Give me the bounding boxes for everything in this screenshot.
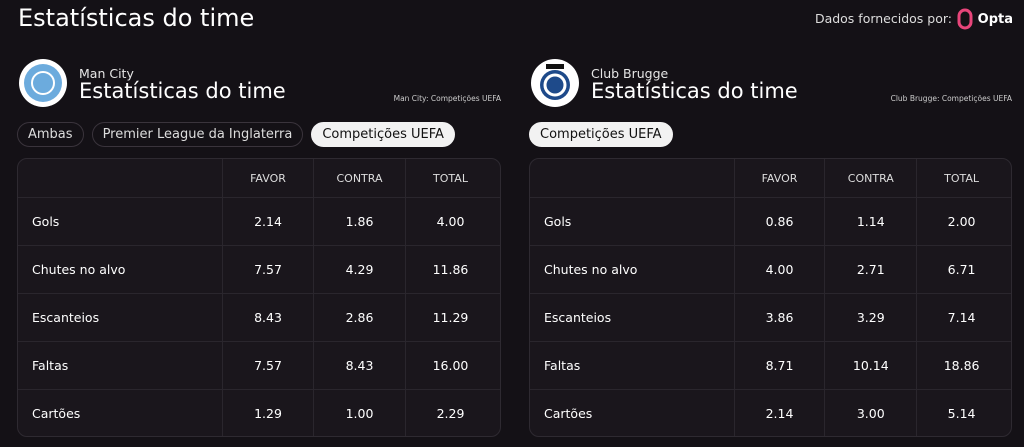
column-header: FAVOR <box>222 159 313 197</box>
provider-logo: Opta <box>956 8 1013 30</box>
column-header: TOTAL <box>916 159 1006 197</box>
provider-label: Dados fornecidos por: <box>814 11 952 26</box>
filter-pill[interactable]: Competições UEFA <box>311 122 455 147</box>
stat-value: 2.29 <box>405 390 495 436</box>
page-title: Estatísticas do time <box>18 4 255 32</box>
stat-value: 2.00 <box>916 198 1006 245</box>
table-row: Cartões 1.29 1.00 2.29 <box>18 389 500 436</box>
filter-pill[interactable]: Ambas <box>17 122 84 147</box>
header-cell <box>530 159 734 197</box>
stat-value: 0.86 <box>733 198 825 245</box>
table-row: Gols 2.14 1.86 4.00 <box>18 197 500 245</box>
stat-label: Escanteios <box>32 310 100 325</box>
stat-value: 18.86 <box>916 342 1006 389</box>
column-header: TOTAL <box>405 159 495 197</box>
team-title: Estatísticas do time <box>591 79 798 103</box>
stat-value: 4.00 <box>733 246 825 293</box>
header-cell <box>18 159 222 197</box>
team-panel: Club Brugge Estatísticas do time Club Brug… <box>529 0 1012 447</box>
stat-label: Faltas <box>544 358 581 373</box>
stat-label: Chutes no alvo <box>32 262 126 277</box>
stat-value: 7.57 <box>222 246 313 293</box>
table-row: Chutes no alvo 4.00 2.71 6.71 <box>530 245 1011 293</box>
stat-label: Cartões <box>544 406 593 421</box>
filter-pill[interactable]: Competições UEFA <box>529 122 673 147</box>
stat-value: 1.00 <box>313 390 405 436</box>
stat-label: Faltas <box>32 358 69 373</box>
stats-table: FAVOR CONTRA TOTAL Gols 0.86 1.14 2.00 Chutes n… <box>529 158 1012 437</box>
stat-value: 8.43 <box>313 342 405 389</box>
table-row: Gols 0.86 1.14 2.00 <box>530 197 1011 245</box>
team-name: Club Brugge <box>591 66 669 81</box>
team-logo <box>19 59 67 107</box>
stat-label: Gols <box>544 214 572 229</box>
stat-value: 10.14 <box>824 342 916 389</box>
stat-value: 7.57 <box>222 342 313 389</box>
stat-label: Gols <box>32 214 60 229</box>
team-name: Man City <box>79 66 134 81</box>
column-header: FAVOR <box>733 159 825 197</box>
stat-value: 1.29 <box>222 390 313 436</box>
team-panel: Man City Estatísticas do time Man City: Co… <box>17 0 501 447</box>
stat-value: 11.86 <box>405 246 495 293</box>
stat-value: 2.14 <box>222 198 313 245</box>
filter-group: Ambas Premier League da Inglaterra Competi… <box>17 122 455 147</box>
stat-value: 2.71 <box>824 246 916 293</box>
stats-table: FAVOR CONTRA TOTAL Gols 2.14 1.86 4.00 Chutes n… <box>17 158 501 437</box>
stat-label: Escanteios <box>544 310 612 325</box>
stat-value: 8.43 <box>222 294 313 341</box>
stat-value: 2.14 <box>733 390 825 436</box>
table-row: Faltas 8.71 10.14 18.86 <box>530 341 1011 389</box>
table-row: Escanteios 8.43 2.86 11.29 <box>18 293 500 341</box>
opta-icon <box>957 8 973 30</box>
filter-pill[interactable]: Premier League da Inglaterra <box>91 122 304 147</box>
stat-value: 8.71 <box>733 342 825 389</box>
stat-value: 11.29 <box>405 294 495 341</box>
stat-value: 4.00 <box>405 198 495 245</box>
stat-value: 3.86 <box>733 294 825 341</box>
stat-value: 3.29 <box>824 294 916 341</box>
stat-value: 2.86 <box>313 294 405 341</box>
stat-label: Chutes no alvo <box>544 262 638 277</box>
stat-value: 4.29 <box>313 246 405 293</box>
stat-value: 3.00 <box>824 390 916 436</box>
table-header: FAVOR CONTRA TOTAL <box>18 159 500 197</box>
team-logo <box>531 59 579 107</box>
column-header: CONTRA <box>824 159 916 197</box>
stat-value: 16.00 <box>405 342 495 389</box>
team-title: Estatísticas do time <box>79 79 286 103</box>
stat-value: 7.14 <box>916 294 1006 341</box>
table-row: Faltas 7.57 8.43 16.00 <box>18 341 500 389</box>
stat-value: 5.14 <box>916 390 1006 436</box>
stat-label: Cartões <box>32 406 81 421</box>
provider-name: Opta <box>977 11 1013 27</box>
table-header: FAVOR CONTRA TOTAL <box>530 159 1011 197</box>
table-row: Chutes no alvo 7.57 4.29 11.86 <box>18 245 500 293</box>
column-header: CONTRA <box>313 159 405 197</box>
stat-value: 6.71 <box>916 246 1006 293</box>
table-row: Cartões 2.14 3.00 5.14 <box>530 389 1011 436</box>
stat-value: 1.86 <box>313 198 405 245</box>
team-note: Club Brugge: Competições UEFA <box>890 94 1012 103</box>
table-row: Escanteios 3.86 3.29 7.14 <box>530 293 1011 341</box>
filter-group: Competições UEFA <box>529 122 673 147</box>
stat-value: 1.14 <box>824 198 916 245</box>
team-note: Man City: Competições UEFA <box>393 94 501 103</box>
